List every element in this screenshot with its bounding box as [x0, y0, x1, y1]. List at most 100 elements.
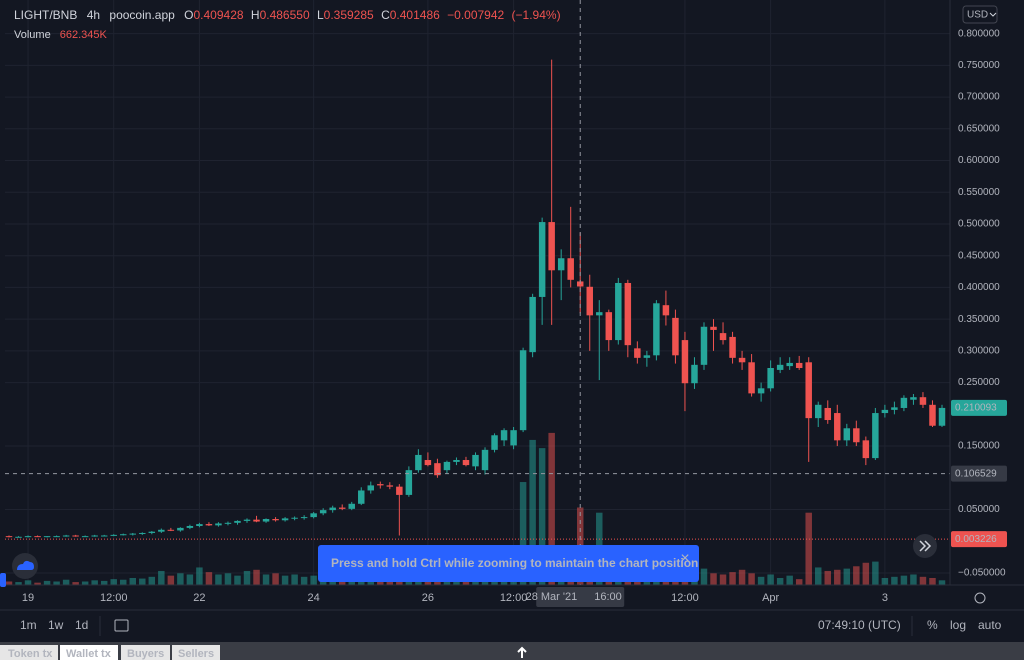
crosshair-time-tag [536, 587, 625, 607]
y-tick-label: 0.500000 [958, 219, 1000, 230]
candle-body [481, 449, 489, 471]
legend-value: 0.401486 [390, 8, 440, 22]
range-button[interactable]: 1d [75, 618, 88, 632]
currency-label[interactable]: USD [967, 10, 988, 21]
candle-body [738, 357, 746, 363]
candle-body [653, 303, 660, 356]
candle-body [243, 519, 251, 521]
left-handle[interactable] [0, 573, 6, 587]
volume-bar [776, 577, 784, 585]
volume-bar [872, 561, 879, 585]
volume-bar [529, 439, 536, 585]
candle-body [24, 536, 32, 538]
scroll-up-icon[interactable] [517, 646, 527, 658]
candle-body [491, 435, 498, 450]
candle-body [91, 535, 98, 537]
candle-body [443, 461, 451, 471]
candle-body [710, 326, 717, 330]
candle-body [405, 470, 413, 495]
legend-prefix: L [317, 8, 324, 22]
time-axis [0, 585, 1024, 610]
candle-body [938, 407, 946, 426]
candle-body [691, 364, 698, 384]
currency-button-box[interactable] [962, 5, 998, 24]
candle-body [234, 520, 241, 523]
currency-caret[interactable] [989, 12, 997, 17]
candle-body [100, 535, 108, 537]
volume-bar [729, 572, 736, 585]
legend-prefix: C [381, 8, 390, 22]
volume-bar [72, 582, 79, 585]
candle-body [319, 510, 327, 514]
log-button[interactable]: log [950, 618, 966, 632]
candle-body [862, 440, 870, 459]
volume-bar [291, 574, 298, 585]
candle-body [205, 524, 213, 526]
volume-bar [853, 566, 860, 585]
tab[interactable] [172, 645, 220, 660]
crosshair-time-label: 16:00 [594, 591, 622, 603]
candle-body [719, 333, 727, 341]
candle-body [557, 258, 565, 271]
auto-button[interactable]: auto [978, 618, 1002, 632]
volume-bar [53, 581, 60, 585]
volume-bar [15, 582, 22, 585]
logo-icon [17, 560, 34, 570]
candle-body [510, 430, 517, 446]
candle-body [891, 407, 898, 410]
candle-body [538, 222, 546, 297]
x-tick-label: 22 [193, 592, 205, 604]
candle-body [34, 536, 41, 538]
settings-icon[interactable] [974, 592, 986, 604]
volume-legend: Volume 662.345K [14, 29, 108, 41]
toast-box [318, 545, 699, 582]
tab-label[interactable]: Buyers [127, 648, 164, 660]
candle-body [167, 529, 175, 531]
candle-body [177, 527, 184, 531]
candle-body [415, 454, 422, 471]
candle-body [786, 362, 793, 367]
tab-label[interactable]: Token tx [8, 648, 53, 660]
toast-close[interactable]: × [680, 550, 689, 567]
candle-body [367, 485, 375, 491]
candle-body [805, 362, 812, 419]
candle-body [596, 312, 603, 316]
candle-body [767, 368, 774, 389]
candle-body [624, 282, 632, 346]
tab-label[interactable]: Wallet tx [66, 648, 112, 660]
candle-body [110, 534, 117, 536]
volume-bar [224, 573, 232, 585]
candle-body [300, 517, 308, 519]
range-button[interactable]: 1m [20, 618, 37, 632]
volume-bar [919, 576, 927, 585]
candle-body [853, 428, 860, 443]
toast: Press and hold Ctrl while zooming to mai… [318, 545, 699, 582]
tab[interactable] [0, 645, 58, 660]
tab-label[interactable]: Sellers [178, 648, 214, 660]
range-button[interactable]: 1w [48, 618, 64, 632]
candle-body [776, 364, 784, 370]
tab[interactable] [121, 645, 170, 660]
price-tag-label: 0.210093 [955, 403, 997, 414]
candle-body [329, 507, 336, 511]
volume-bar [243, 570, 251, 585]
candle-body [72, 535, 79, 537]
tab[interactable] [60, 645, 118, 660]
source: poocoin.app [109, 8, 175, 22]
candle-body [529, 296, 536, 353]
candle-body [548, 222, 555, 271]
date-range-icon[interactable] [114, 619, 129, 632]
volume-bar [5, 581, 13, 585]
volume-bar [538, 448, 546, 585]
volume-bar [862, 562, 870, 585]
percent-button[interactable]: % [927, 618, 938, 632]
crosshair-price-tag [951, 465, 1007, 482]
currency-button[interactable]: USD [962, 5, 998, 24]
toast-text: Press and hold Ctrl while zooming to mai… [331, 556, 698, 570]
candle-body [672, 317, 679, 356]
volume-bar [148, 576, 156, 585]
clock[interactable]: 07:49:10 (UTC) [818, 618, 901, 632]
volume-bar [748, 573, 755, 585]
candle-body [729, 336, 736, 358]
